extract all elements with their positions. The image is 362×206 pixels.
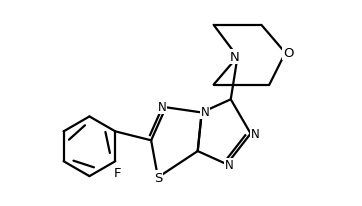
Text: N: N <box>157 101 166 114</box>
Text: N: N <box>230 51 239 64</box>
Text: O: O <box>283 47 294 60</box>
Text: N: N <box>251 128 260 140</box>
Text: N: N <box>201 106 209 119</box>
Text: S: S <box>154 171 162 184</box>
Text: F: F <box>114 166 121 179</box>
Text: N: N <box>224 159 233 172</box>
